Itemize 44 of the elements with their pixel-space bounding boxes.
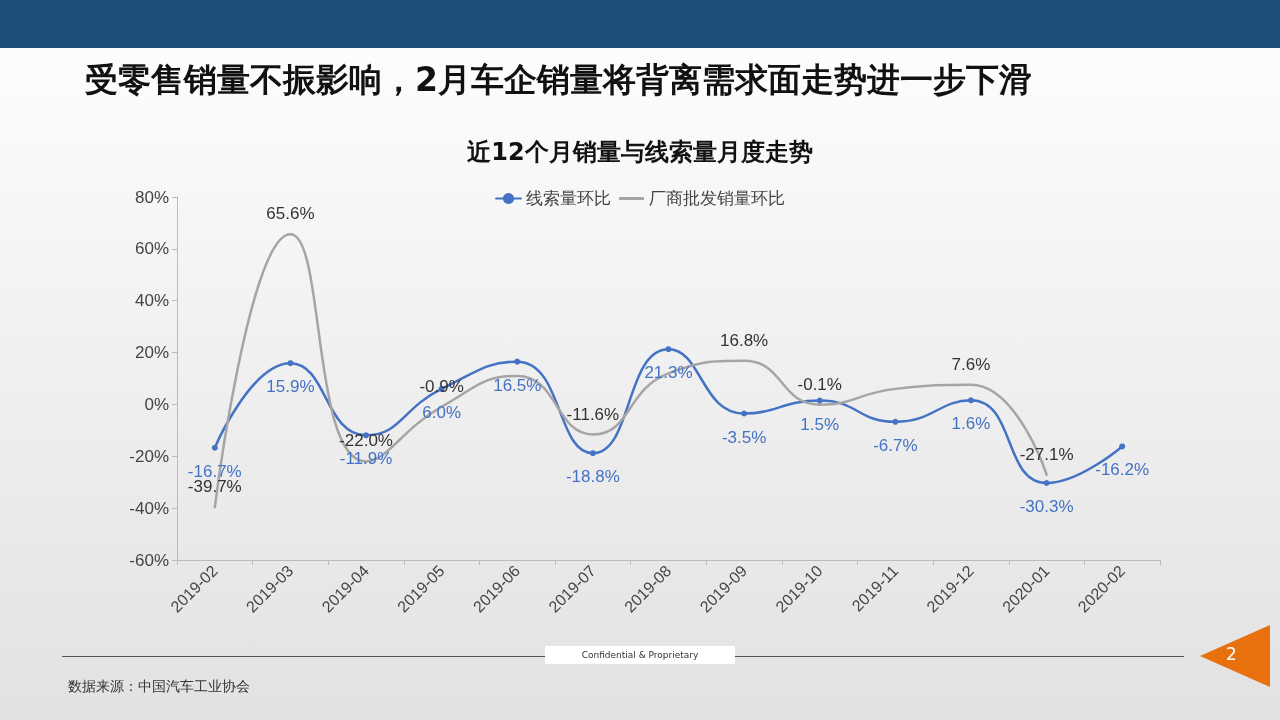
data-label: -16.2% <box>1095 460 1150 480</box>
point <box>514 358 521 365</box>
point <box>211 444 218 451</box>
legend-label: 厂商批发销量环比 <box>649 189 785 208</box>
point <box>1043 479 1050 486</box>
data-label: -6.7% <box>873 435 918 455</box>
data-label: -18.8% <box>565 467 620 487</box>
point <box>1119 443 1126 450</box>
data-label: 1.5% <box>800 414 840 434</box>
data-label: 6.0% <box>422 402 462 422</box>
data-label: 7.6% <box>951 354 991 374</box>
point <box>741 410 748 417</box>
legend-label: 线索量环比 <box>526 189 611 208</box>
y-tick-label: -40% <box>129 498 169 518</box>
point <box>665 346 672 353</box>
data-label: -0.1% <box>797 374 842 394</box>
data-label: -3.5% <box>721 427 767 447</box>
text: Confidential & Proprietary <box>545 646 735 664</box>
source-note: 数据来源：中国汽车工业协会 <box>68 678 250 696</box>
y-tick-label: -60% <box>129 550 169 570</box>
y-tick-label: 20% <box>134 343 169 363</box>
data-label: -30.3% <box>1019 496 1074 516</box>
point <box>589 450 596 457</box>
chart-title: 受零售销量不振影响，2月车企销量将背离需求面走势进一步下滑 <box>85 59 1032 101</box>
data-label: 16.5% <box>493 375 542 395</box>
y-tick-label: 80% <box>134 187 169 207</box>
data-label: 65.6% <box>266 204 315 224</box>
data-label: -22.0% <box>339 431 393 451</box>
data-label: -11.9% <box>339 449 393 469</box>
data-label: 16.8% <box>720 330 769 350</box>
data-label: 1.6% <box>951 414 991 434</box>
y-tick-label: 0% <box>144 394 169 414</box>
text: 2 <box>1226 644 1237 664</box>
point <box>967 397 974 404</box>
chart-subtitle: 近12个月销量与线索量月度走势 <box>467 138 813 166</box>
y-tick-label: -20% <box>129 446 169 466</box>
point <box>892 418 899 425</box>
y-tick-label: 40% <box>134 291 169 311</box>
data-label: -27.1% <box>1019 444 1074 464</box>
data-label: 15.9% <box>266 377 315 397</box>
y-tick-label: 60% <box>134 239 169 259</box>
data-label: 21.3% <box>644 363 693 383</box>
point <box>287 360 294 367</box>
data-label: -11.6% <box>566 404 620 424</box>
